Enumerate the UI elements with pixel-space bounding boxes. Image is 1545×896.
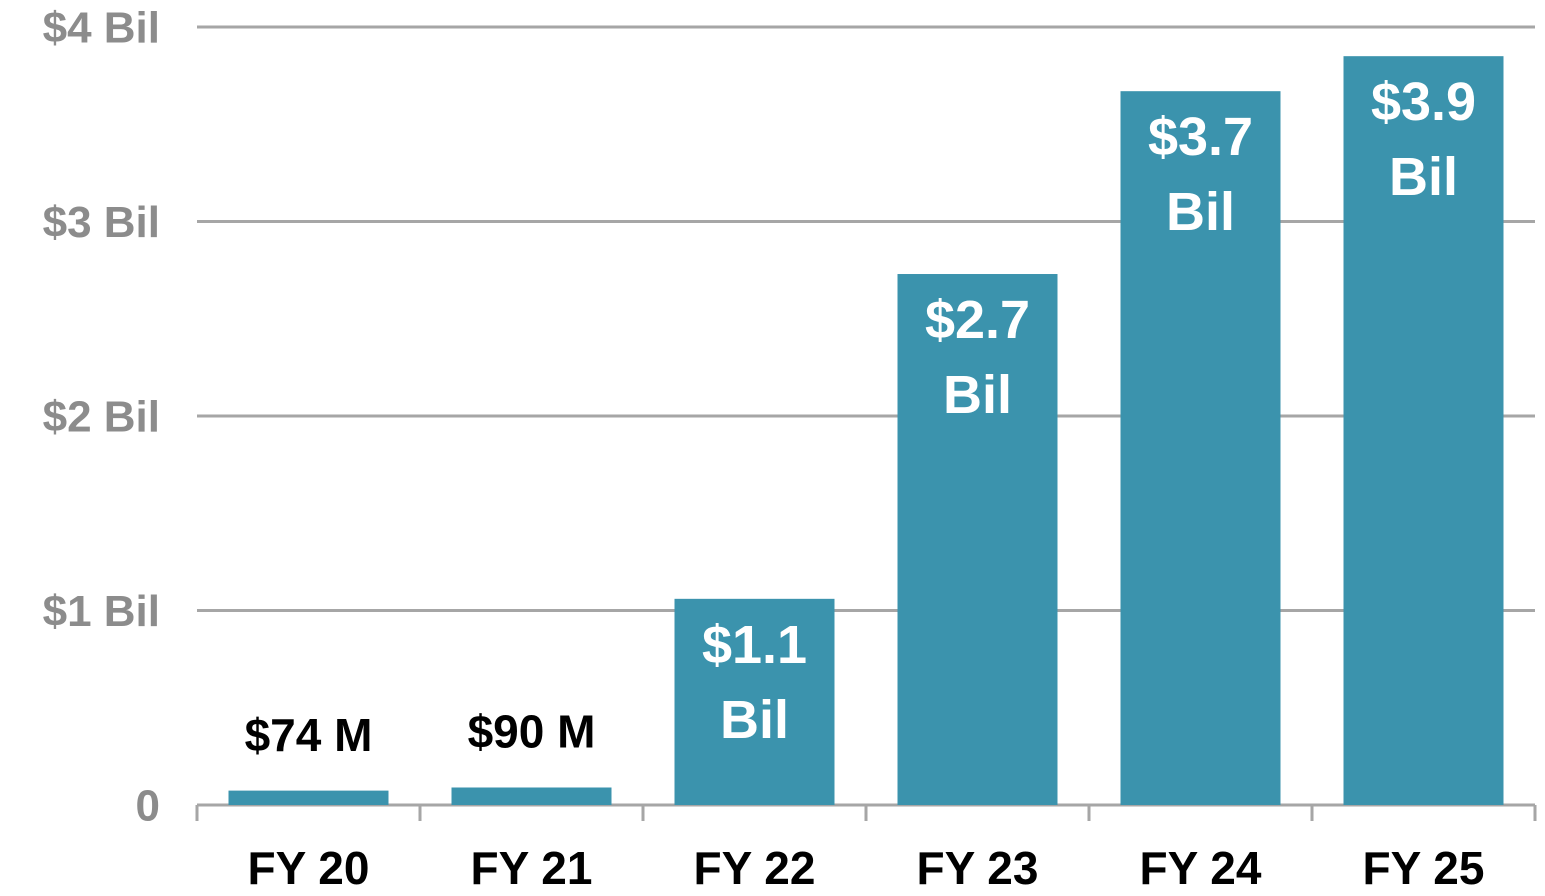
x-tick-label: FY 23 — [917, 842, 1039, 894]
data-label: $2.7 Bil — [925, 290, 1030, 425]
y-tick-label: $4 Bil — [43, 4, 160, 53]
data-label: $74 M — [245, 709, 373, 761]
x-tick-label: FY 25 — [1363, 842, 1485, 894]
data-label: $1.1 Bil — [702, 615, 807, 750]
y-tick-label: $3 Bil — [43, 198, 160, 247]
y-tick-label: $1 Bil — [43, 587, 160, 636]
bar — [228, 790, 389, 805]
bar — [1120, 91, 1281, 805]
y-tick-label: $2 Bil — [43, 393, 160, 442]
x-tick-label: FY 24 — [1140, 842, 1262, 894]
data-label: $90 M — [468, 706, 596, 758]
y-tick-label: 0 — [136, 782, 160, 831]
data-label: $3.7 Bil — [1148, 107, 1253, 242]
bar — [451, 787, 612, 805]
x-tick-label: FY 21 — [471, 842, 593, 894]
bar — [1343, 56, 1504, 806]
data-label: $3.9 Bil — [1371, 72, 1476, 207]
bar — [674, 598, 835, 805]
x-tick-label: FY 22 — [694, 842, 816, 894]
bar — [897, 274, 1058, 805]
x-tick-label: FY 20 — [248, 842, 370, 894]
